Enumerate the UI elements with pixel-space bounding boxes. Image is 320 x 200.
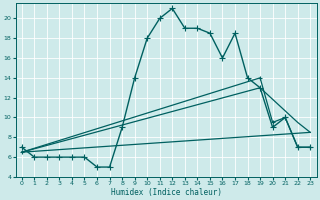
X-axis label: Humidex (Indice chaleur): Humidex (Indice chaleur) (110, 188, 221, 197)
